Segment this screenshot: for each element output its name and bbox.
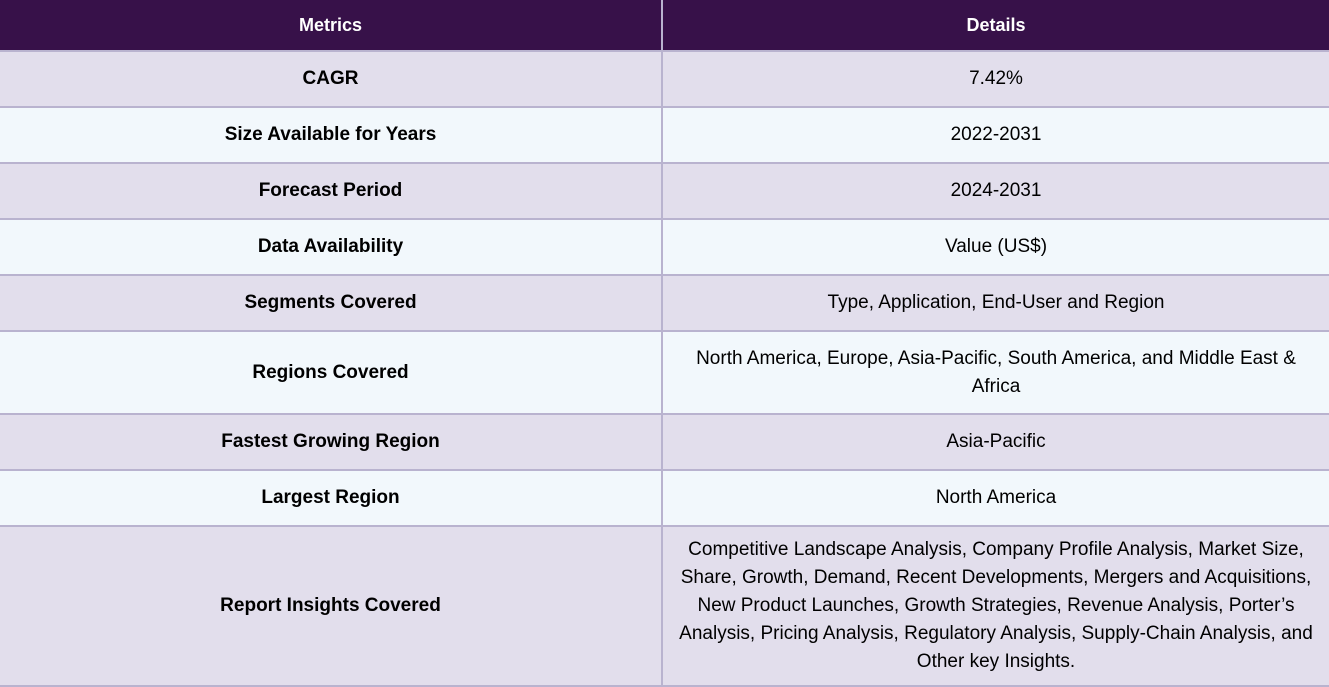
metric-cell: CAGR [0, 51, 663, 108]
metric-cell: Fastest Growing Region [0, 414, 663, 471]
metric-cell: Size Available for Years [0, 107, 663, 164]
table-row: Segments Covered Type, Application, End-… [0, 275, 1329, 332]
table-row: Largest Region North America [0, 470, 1329, 527]
table-row: Size Available for Years 2022-2031 [0, 107, 1329, 164]
metric-cell: Largest Region [0, 470, 663, 527]
metric-cell: Segments Covered [0, 275, 663, 332]
detail-cell: 7.42% [662, 51, 1329, 108]
detail-cell: Competitive Landscape Analysis, Company … [662, 526, 1329, 687]
metric-cell: Regions Covered [0, 331, 663, 415]
detail-cell: 2022-2031 [662, 107, 1329, 164]
table-row: Report Insights Covered Competitive Land… [0, 526, 1329, 687]
table-row: Fastest Growing Region Asia-Pacific [0, 414, 1329, 471]
table-row: Data Availability Value (US$) [0, 219, 1329, 276]
metric-cell: Data Availability [0, 219, 663, 276]
detail-cell: Type, Application, End-User and Region [662, 275, 1329, 332]
table-row: Forecast Period 2024-2031 [0, 163, 1329, 220]
details-column-header: Details [662, 0, 1329, 52]
detail-cell: North America, Europe, Asia-Pacific, Sou… [662, 331, 1329, 415]
table-row: Regions Covered North America, Europe, A… [0, 331, 1329, 415]
table-row: CAGR 7.42% [0, 51, 1329, 108]
detail-cell: 2024-2031 [662, 163, 1329, 220]
detail-cell: Asia-Pacific [662, 414, 1329, 471]
metric-cell: Forecast Period [0, 163, 663, 220]
detail-cell: Value (US$) [662, 219, 1329, 276]
metrics-column-header: Metrics [0, 0, 663, 52]
table-header-row: Metrics Details [0, 0, 1329, 52]
metric-cell: Report Insights Covered [0, 526, 663, 687]
detail-cell: North America [662, 470, 1329, 527]
